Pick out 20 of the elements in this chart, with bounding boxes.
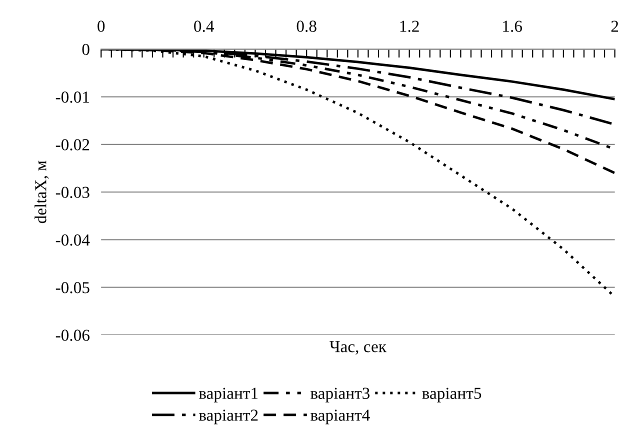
x-tick-label: 1.6 — [503, 20, 522, 32]
legend-label: варіант4 — [310, 410, 370, 424]
legend-label: варіант1 — [198, 388, 258, 402]
x-tick-label: 0 — [98, 20, 105, 32]
legend-label: варіант2 — [198, 410, 258, 424]
y-tick-label: -0.02 — [56, 139, 90, 150]
x-tick-label: 2 — [611, 20, 618, 32]
x-tick-label: 0.4 — [194, 20, 214, 32]
x-tick-label: 1.2 — [400, 20, 419, 32]
y-tick-label: -0.06 — [56, 330, 90, 341]
y-tick-label: -0.05 — [56, 282, 90, 294]
y-tick-label: 0 — [82, 44, 90, 56]
legend-label: варіант3 — [310, 388, 370, 402]
y-tick-label: -0.03 — [56, 186, 90, 198]
y-axis-title: deltaX, м — [34, 160, 49, 224]
legend-label: варіант5 — [422, 388, 482, 402]
x-axis-title: Час, сек — [330, 341, 387, 355]
y-tick-label: -0.04 — [56, 234, 90, 246]
y-tick-label: -0.01 — [56, 92, 89, 103]
x-tick-label: 0.8 — [296, 20, 316, 32]
